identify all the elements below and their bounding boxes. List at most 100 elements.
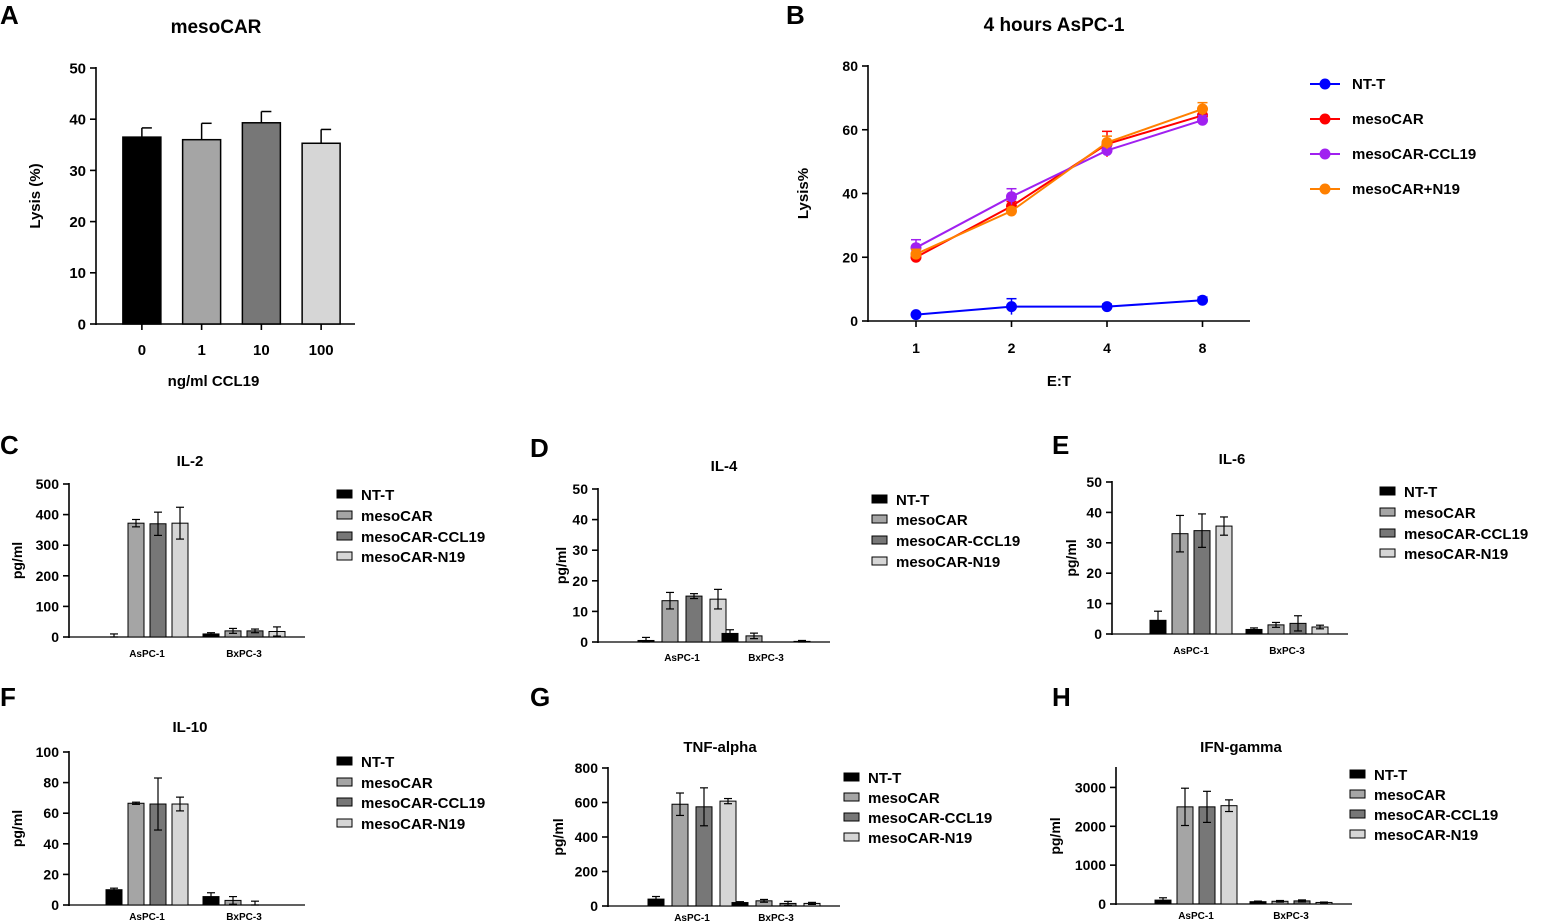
legend-label-B-3: mesoCAR+N19: [1352, 181, 1460, 198]
bar-D-0-2: [685, 595, 703, 643]
point-B-3-1: [1006, 205, 1017, 217]
x-tick-label-H-0: AsPC-1: [1178, 911, 1214, 922]
point-B-2-1: [1006, 191, 1017, 203]
bar-G-0-3: [719, 800, 737, 907]
legend-swatch-E-2: [1379, 528, 1396, 538]
legend-swatch-E-0: [1379, 486, 1396, 496]
bar-F-0-3: [171, 803, 189, 906]
y-tick-label-D-4: 40: [572, 512, 588, 528]
y-tick-label-A-0: 0: [78, 316, 86, 333]
y-axis-label-G: pg/ml: [550, 818, 566, 855]
point-B-0-1: [1006, 301, 1017, 313]
legend-label-C-1: mesoCAR: [361, 508, 433, 525]
legend-label-B-1: mesoCAR: [1352, 111, 1424, 128]
y-axis-label-H: pg/ml: [1047, 817, 1063, 854]
x-tick-label-D-0: AsPC-1: [664, 653, 700, 664]
legend-label-E-2: mesoCAR-CCL19: [1404, 526, 1528, 543]
y-tick-label-C-0: 0: [51, 629, 59, 645]
bar-C-0-1: [127, 522, 145, 638]
point-B-0-0: [910, 309, 922, 321]
point-B-3-2: [1101, 137, 1113, 148]
legend-swatch-C-3: [336, 551, 353, 561]
x-tick-label-A-1: 1: [197, 342, 205, 359]
legend-label-F-3: mesoCAR-N19: [361, 816, 465, 833]
y-tick-label-D-1: 10: [572, 603, 588, 619]
legend-swatch-D-2: [871, 535, 888, 545]
point-B-2-3: [1197, 114, 1208, 126]
y-tick-label-C-1: 100: [36, 598, 60, 614]
x-tick-label-D-1: BxPC-3: [748, 653, 784, 664]
x-tick-label-B-3: 8: [1199, 340, 1207, 356]
bar-F-0-1: [127, 802, 145, 906]
x-tick-label-F-0: AsPC-1: [129, 912, 165, 923]
y-axis-label-F: pg/ml: [9, 810, 25, 847]
y-tick-label-E-0: 0: [1094, 626, 1102, 642]
chart-title-C: IL-2: [177, 453, 204, 470]
y-tick-label-A-5: 50: [69, 60, 86, 77]
panel-C: C IL-2 0 100 200 300 400 500 pg/ml AsPC-1 BxPC-3 NT…: [0, 430, 485, 660]
legend-label-B-2: mesoCAR-CCL19: [1352, 146, 1476, 163]
legend-marker-B-0: [1319, 78, 1331, 90]
bar-A-0: [122, 136, 162, 325]
legend-label-G-3: mesoCAR-N19: [868, 830, 972, 847]
x-tick-label-A-0: 0: [138, 342, 146, 359]
point-B-3-0: [910, 248, 922, 260]
y-axis-label-A: Lysis (%): [27, 163, 44, 228]
chart-title-F: IL-10: [172, 719, 207, 736]
legend-swatch-H-1: [1349, 789, 1366, 799]
legend-label-H-1: mesoCAR: [1374, 787, 1446, 804]
y-tick-label-B-4: 80: [842, 58, 858, 74]
legend-swatch-H-0: [1349, 769, 1366, 779]
point-B-0-3: [1197, 294, 1208, 306]
series-line-B-1: [915, 114, 1203, 259]
bar-H-0-3: [1220, 805, 1238, 905]
y-tick-label-F-1: 20: [43, 866, 59, 882]
chart-title-H: IFN-gamma: [1200, 739, 1282, 756]
x-tick-label-B-0: 1: [912, 340, 920, 356]
bar-E-0-3: [1215, 525, 1233, 635]
x-axis-label-B: E:T: [1047, 373, 1071, 390]
y-tick-label-B-2: 40: [842, 186, 858, 202]
y-tick-label-A-1: 10: [69, 265, 86, 282]
x-tick-label-H-1: BxPC-3: [1273, 911, 1309, 922]
y-axis-label-E: pg/ml: [1063, 539, 1079, 576]
x-tick-label-C-0: AsPC-1: [129, 649, 165, 660]
x-tick-label-G-1: BxPC-3: [758, 913, 794, 923]
y-tick-label-G-0: 0: [590, 898, 598, 914]
point-B-3-3: [1197, 103, 1208, 115]
legend-label-H-0: NT-T: [1374, 767, 1407, 784]
y-tick-label-A-4: 40: [69, 112, 86, 129]
y-tick-label-G-4: 800: [575, 760, 599, 776]
x-tick-label-E-1: BxPC-3: [1269, 646, 1305, 657]
x-axis-label-A: ng/ml CCL19: [168, 373, 260, 390]
chart-title-E: IL-6: [1219, 451, 1246, 468]
legend-swatch-H-2: [1349, 809, 1366, 819]
y-tick-label-G-3: 600: [575, 795, 599, 811]
series-line-B-2: [915, 119, 1203, 249]
legend-label-C-2: mesoCAR-CCL19: [361, 529, 485, 546]
legend-marker-B-2: [1319, 148, 1331, 160]
y-axis-label-B: Lysis%: [795, 168, 812, 219]
legend-swatch-C-1: [336, 510, 353, 520]
y-tick-label-D-2: 20: [572, 573, 588, 589]
y-tick-label-E-2: 20: [1086, 565, 1102, 581]
y-tick-label-H-0: 0: [1098, 896, 1106, 912]
legend-label-D-3: mesoCAR-N19: [896, 554, 1000, 571]
bar-A-3: [301, 142, 341, 325]
panel-label-H: H: [1052, 682, 1071, 712]
x-tick-label-B-2: 4: [1103, 340, 1111, 356]
x-tick-label-A-2: 10: [253, 342, 270, 359]
legend-swatch-D-1: [871, 514, 888, 524]
legend-swatch-E-1: [1379, 507, 1396, 517]
panel-label-F: F: [0, 682, 16, 712]
panel-label-G: G: [530, 682, 550, 712]
bar-A-2: [241, 122, 282, 325]
legend-swatch-G-3: [843, 832, 860, 842]
legend-swatch-F-1: [336, 777, 353, 787]
legend-label-F-0: NT-T: [361, 754, 394, 771]
panel-D: D IL-4 0 10 20 30 40 50 pg/ml AsPC-1 BxPC-3 NT-T mes…: [530, 433, 1020, 664]
y-tick-label-D-5: 50: [572, 481, 588, 497]
y-tick-label-E-4: 40: [1086, 504, 1102, 520]
